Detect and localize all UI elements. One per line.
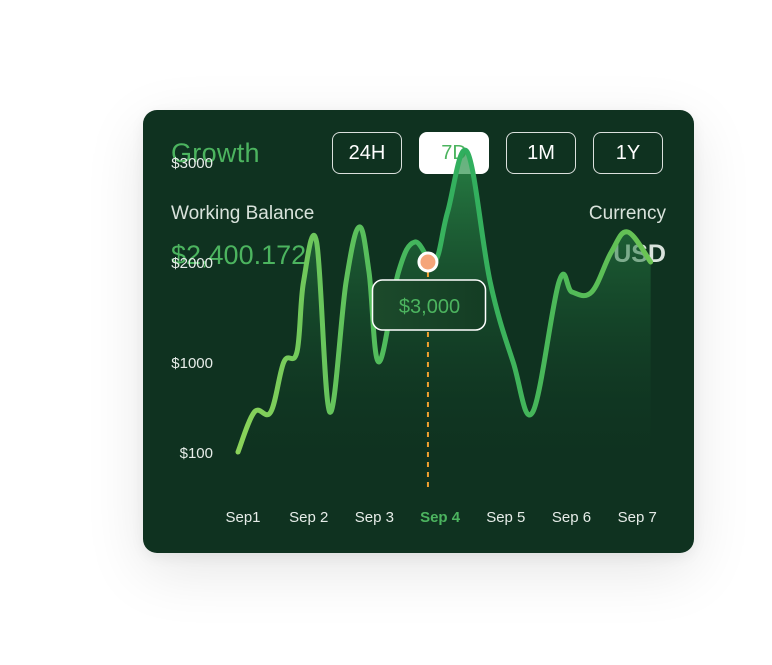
value-tooltip: $3,000: [371, 279, 487, 331]
period-24h-button[interactable]: 24H: [332, 132, 402, 174]
tooltip-value: $3,000: [399, 296, 460, 318]
x-tick-label: Sep 3: [355, 509, 394, 526]
x-axis: Sep1 Sep 2 Sep 3 Sep 4 Sep 5 Sep 6 Sep 7: [225, 509, 656, 526]
y-tick-label: $2000: [171, 255, 213, 272]
period-1m-button[interactable]: 1M: [506, 132, 576, 174]
currency-label: Currency: [588, 203, 666, 224]
balance-label: Working Balance: [171, 203, 315, 224]
tooltip-box: [371, 279, 487, 331]
y-tick-label: $1000: [171, 355, 213, 372]
growth-card: Growth 24H 7D 1M 1Y Working Balance Curr…: [143, 110, 694, 553]
period-selector: 24H 7D 1M 1Y: [332, 132, 663, 174]
marker-dot[interactable]: [417, 251, 439, 273]
x-tick-label: Sep 7: [618, 509, 657, 526]
y-axis: $3000 $2000 $1000 $100: [171, 155, 213, 462]
y-tick-label: $100: [180, 445, 213, 462]
x-tick-label: Sep1: [225, 509, 260, 526]
period-1y-button[interactable]: 1Y: [593, 132, 663, 174]
balance-value: $2,400.172: [171, 240, 307, 270]
x-tick-label: Sep 5: [486, 509, 525, 526]
x-tick-label: Sep 2: [289, 509, 328, 526]
series-line: [235, 147, 654, 455]
x-tick-label: Sep 6: [552, 509, 591, 526]
widget-title: Growth: [171, 138, 260, 168]
y-tick-label: $3000: [171, 155, 213, 172]
x-tick-label: Sep 4: [420, 509, 461, 526]
